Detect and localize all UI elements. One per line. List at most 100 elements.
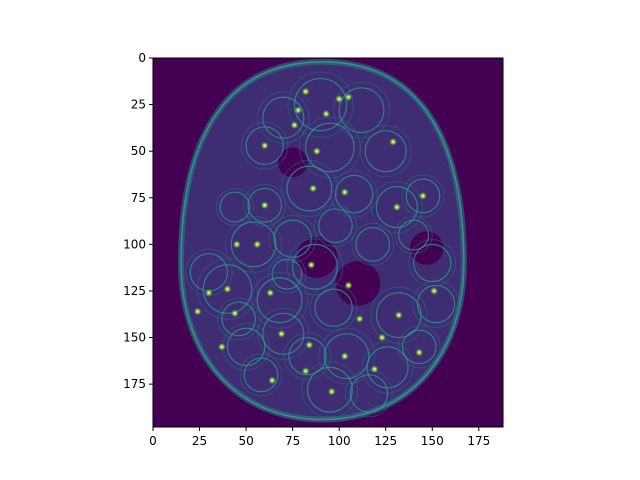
y-tick-label: 150 bbox=[123, 331, 146, 345]
y-tick-label: 0 bbox=[138, 51, 146, 65]
heatmap-ring-outer bbox=[333, 81, 390, 139]
heatmap-ring-outer bbox=[251, 271, 309, 329]
plot-area bbox=[152, 57, 504, 428]
heatmap-ring bbox=[202, 264, 253, 314]
heatmap-ring bbox=[292, 243, 338, 290]
heatmap-ring-outer bbox=[408, 239, 457, 287]
y-axis: 0 25 50 75 100 125 150 175 bbox=[123, 51, 153, 391]
heatmap-hotspot bbox=[395, 205, 399, 209]
x-tick-label: 175 bbox=[467, 434, 490, 448]
heatmap-hotspot bbox=[315, 149, 319, 153]
heatmap-hotspot bbox=[421, 194, 425, 198]
heatmap-ring bbox=[318, 208, 353, 244]
heatmap-hotspot bbox=[330, 390, 333, 393]
heatmap-ring-outer bbox=[243, 183, 287, 227]
heatmap-ring bbox=[366, 346, 409, 389]
heatmap-ring-outer bbox=[286, 238, 344, 296]
axes-frame bbox=[152, 57, 504, 428]
heatmap-ring bbox=[334, 174, 374, 214]
x-tick-label: 50 bbox=[238, 434, 253, 448]
heatmap-hole bbox=[296, 236, 338, 278]
heatmap-ring bbox=[219, 191, 251, 223]
heatmap-hotspot bbox=[270, 379, 274, 382]
heatmap-ring bbox=[305, 122, 355, 173]
heatmap-hotspot bbox=[269, 291, 272, 295]
y-tick-label: 100 bbox=[123, 237, 146, 251]
heatmap-ring-outer bbox=[215, 187, 255, 227]
heatmap-ring bbox=[314, 288, 353, 327]
heatmap-hotspot bbox=[311, 187, 315, 190]
x-tick-label: 75 bbox=[285, 434, 300, 448]
heatmap-ring-outer bbox=[217, 297, 261, 341]
heatmap-ring-outer bbox=[370, 180, 423, 234]
heatmap-hotspot bbox=[397, 313, 400, 317]
heatmap-hotspot bbox=[235, 243, 238, 246]
heatmap-ring-outer bbox=[301, 361, 359, 419]
heatmap-ring bbox=[405, 178, 441, 214]
heatmap-ring bbox=[221, 301, 256, 337]
heatmap-ring bbox=[349, 374, 389, 413]
heatmap-ring-outer bbox=[318, 327, 376, 385]
heatmap-hotspot bbox=[418, 351, 421, 354]
y-tick-label: 50 bbox=[131, 144, 146, 158]
heatmap-ring bbox=[226, 327, 266, 367]
heatmap-ring bbox=[271, 258, 303, 290]
heatmap-ring-outer bbox=[240, 121, 289, 170]
heatmap-ring bbox=[245, 126, 284, 165]
heatmap-ring-outer bbox=[397, 325, 441, 369]
heatmap-ring bbox=[262, 312, 305, 355]
heatmap-ring bbox=[230, 221, 277, 268]
y-tick-label: 175 bbox=[123, 377, 146, 391]
heatmap-ring bbox=[306, 366, 353, 413]
heatmap-hotspot bbox=[304, 369, 307, 373]
heatmap-ring-outer bbox=[345, 369, 393, 418]
heatmap-hotspot bbox=[347, 284, 350, 287]
heatmap-hotspot bbox=[226, 287, 229, 291]
heatmap-hotspot bbox=[196, 310, 199, 313]
x-tick-label: 150 bbox=[421, 434, 444, 448]
x-tick-label: 100 bbox=[328, 434, 351, 448]
heatmap-hotspot bbox=[207, 291, 211, 295]
heatmap-ring-outer bbox=[239, 353, 283, 397]
heatmap-ring-outer bbox=[359, 125, 412, 178]
heatmap-ring-outer bbox=[267, 255, 307, 294]
heatmap-hotspot bbox=[263, 204, 266, 207]
heatmap-ring-outer bbox=[257, 307, 310, 360]
heatmap-ring bbox=[413, 243, 452, 283]
heatmap-ring bbox=[323, 333, 370, 380]
x-axis: 0 25 50 75 100 125 150 175 bbox=[149, 427, 490, 448]
heatmap-hotspot bbox=[310, 263, 313, 267]
heatmap-ring bbox=[401, 329, 437, 365]
egg-image bbox=[177, 58, 467, 423]
heatmap-ring bbox=[338, 87, 385, 134]
heatmap-hole bbox=[335, 261, 381, 306]
heatmap-ring bbox=[247, 187, 283, 223]
heatmap-hotspot bbox=[358, 317, 361, 321]
x-tick-label: 25 bbox=[192, 434, 207, 448]
heatmap-ring bbox=[355, 226, 391, 262]
heatmap-ring-outer bbox=[394, 215, 433, 255]
heatmap-ring bbox=[288, 336, 327, 376]
heatmap-hotspot bbox=[308, 343, 311, 347]
heatmap-hotspot bbox=[280, 332, 283, 336]
heatmap-hotspot bbox=[432, 289, 436, 293]
heatmap-hotspot bbox=[380, 336, 384, 339]
heatmap-hotspot bbox=[347, 95, 350, 99]
heatmap-ring-outer bbox=[401, 174, 445, 218]
heatmap-ring-outer bbox=[225, 215, 282, 273]
heatmap-ring bbox=[293, 77, 348, 132]
heatmap-ring bbox=[256, 277, 303, 324]
egg-outline bbox=[180, 60, 465, 421]
heatmap-ring bbox=[398, 219, 430, 251]
heatmap-ring-outer bbox=[283, 332, 332, 380]
x-tick-label: 125 bbox=[374, 434, 397, 448]
heatmap-hotspot bbox=[343, 354, 346, 358]
heatmap-hotspot bbox=[337, 97, 341, 101]
heatmap-hotspot bbox=[220, 345, 224, 349]
heatmap-ring-outer bbox=[314, 204, 357, 248]
heatmap-hotspot bbox=[263, 144, 266, 147]
heatmap-hotspot bbox=[297, 108, 300, 112]
heatmap-ring bbox=[364, 130, 407, 173]
heatmap-hotspot bbox=[324, 112, 328, 116]
